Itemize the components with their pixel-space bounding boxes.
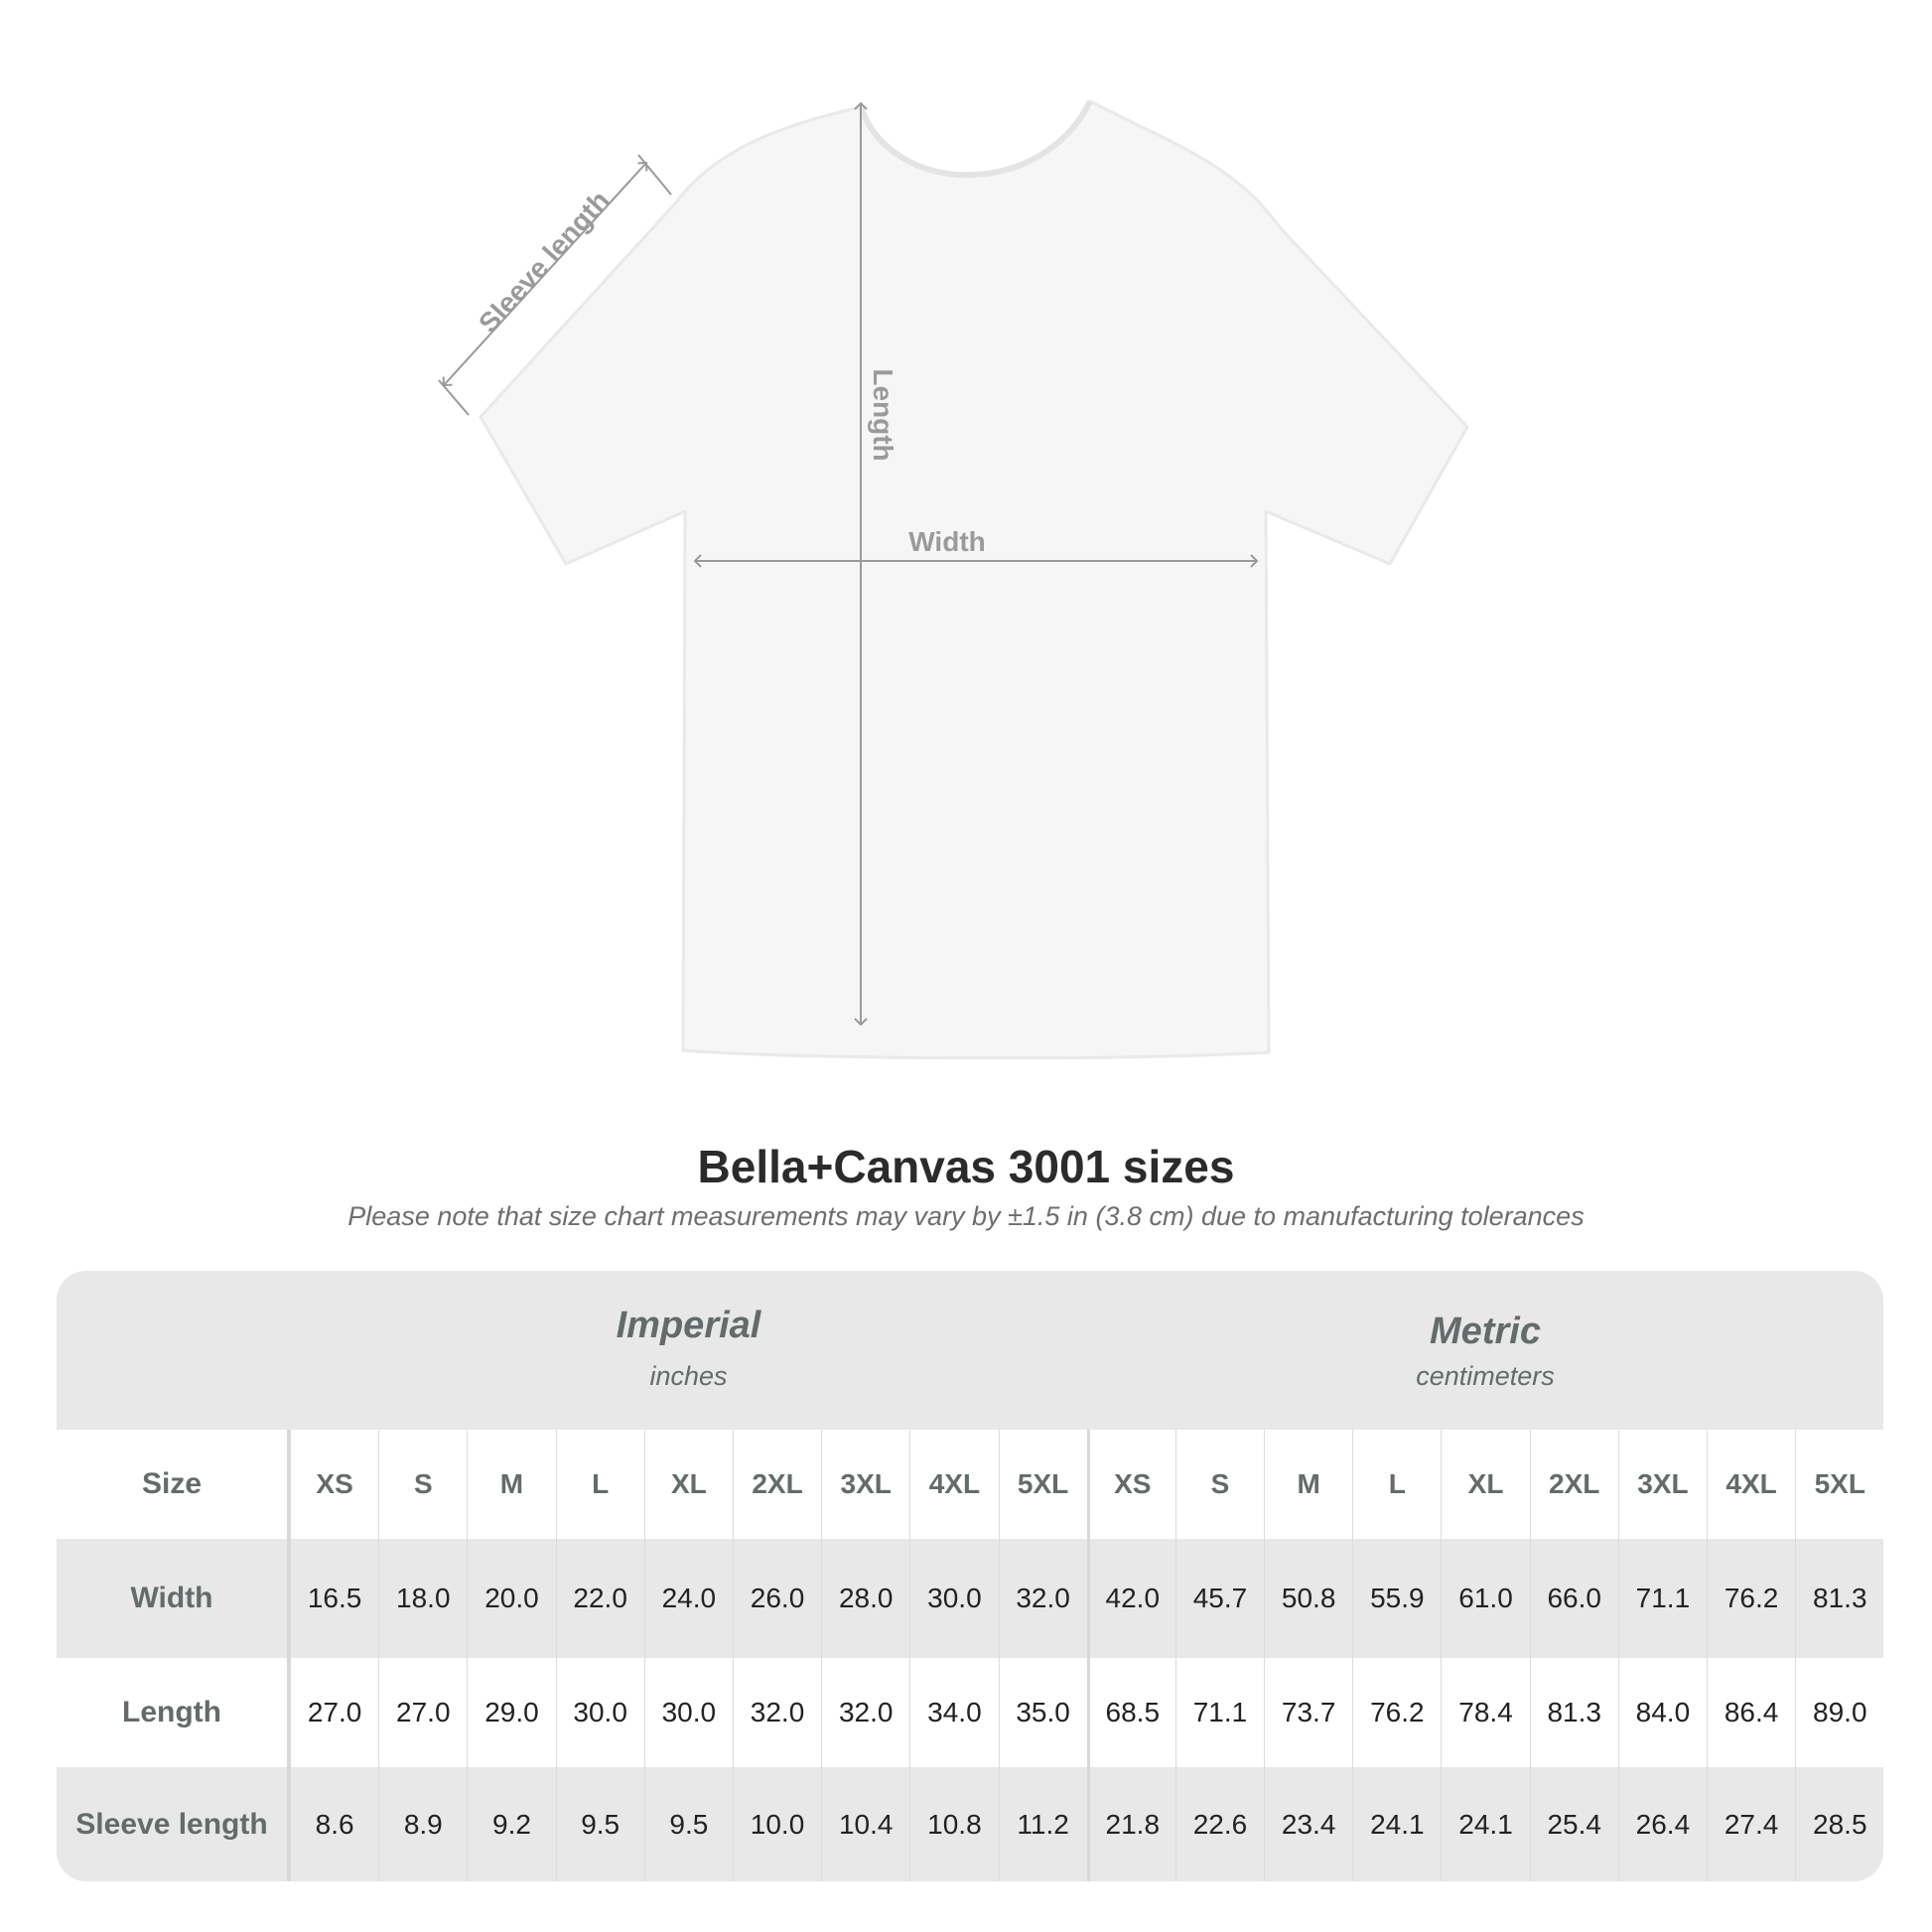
cell-metric: 50.8 bbox=[1264, 1539, 1352, 1658]
cell-metric: 71.1 bbox=[1617, 1539, 1707, 1658]
row-label: Length bbox=[57, 1658, 290, 1767]
cell-imperial: 8.6 bbox=[290, 1767, 378, 1881]
cell-imperial: 10.4 bbox=[821, 1767, 909, 1881]
cell-metric: 73.7 bbox=[1264, 1658, 1352, 1767]
size-header-metric: S bbox=[1174, 1430, 1264, 1539]
size-header-metric: 5XL bbox=[1795, 1430, 1883, 1539]
table-row: Sleeve length 8.6 8.9 9.2 9.5 9.5 10.0 10.4 10.8… bbox=[57, 1767, 1883, 1881]
cell-imperial: 35.0 bbox=[998, 1658, 1087, 1767]
size-header-metric: M bbox=[1264, 1430, 1352, 1539]
cell-imperial: 27.0 bbox=[290, 1658, 378, 1767]
cell-imperial: 9.5 bbox=[555, 1767, 644, 1881]
tshirt-diagram: Sleeve length Length Width bbox=[438, 98, 1469, 1060]
cell-metric: 25.4 bbox=[1529, 1767, 1618, 1881]
cell-imperial: 9.5 bbox=[643, 1767, 733, 1881]
cell-imperial: 26.0 bbox=[732, 1539, 821, 1658]
size-header-imperial: S bbox=[378, 1430, 467, 1539]
cell-imperial: 28.0 bbox=[821, 1539, 909, 1658]
cell-imperial: 9.2 bbox=[467, 1767, 555, 1881]
size-header-imperial: XS bbox=[290, 1430, 378, 1539]
cell-metric: 22.6 bbox=[1174, 1767, 1264, 1881]
cell-metric: 24.1 bbox=[1352, 1767, 1441, 1881]
cell-metric: 68.5 bbox=[1086, 1658, 1175, 1767]
cell-metric: 28.5 bbox=[1795, 1767, 1883, 1881]
tshirt-image bbox=[479, 98, 1469, 1060]
length-label: Length bbox=[868, 368, 898, 461]
cell-metric: 45.7 bbox=[1174, 1539, 1264, 1658]
size-header-metric: L bbox=[1352, 1430, 1441, 1539]
cell-imperial: 10.8 bbox=[909, 1767, 998, 1881]
cell-imperial: 16.5 bbox=[290, 1539, 378, 1658]
tolerance-note: Please note that size chart measurements… bbox=[347, 1201, 1585, 1231]
cell-metric: 89.0 bbox=[1795, 1658, 1883, 1767]
size-header-imperial: 3XL bbox=[821, 1430, 909, 1539]
size-header-imperial: XL bbox=[643, 1430, 733, 1539]
cell-metric: 21.8 bbox=[1086, 1767, 1175, 1881]
table-header-band: Imperial inches Metric centimeters bbox=[57, 1271, 1883, 1430]
cell-metric: 24.1 bbox=[1441, 1767, 1529, 1881]
cell-metric: 86.4 bbox=[1707, 1658, 1795, 1767]
row-label: Size bbox=[57, 1430, 290, 1539]
cell-metric: 61.0 bbox=[1441, 1539, 1529, 1658]
cell-imperial: 32.0 bbox=[732, 1658, 821, 1767]
size-table: Imperial inches Metric centimeters Size X… bbox=[57, 1271, 1883, 1881]
cell-metric: 84.0 bbox=[1617, 1658, 1707, 1767]
cell-metric: 78.4 bbox=[1441, 1658, 1529, 1767]
cell-imperial: 20.0 bbox=[467, 1539, 555, 1658]
size-header-imperial: 4XL bbox=[909, 1430, 998, 1539]
cell-metric: 76.2 bbox=[1707, 1539, 1795, 1658]
cell-imperial: 32.0 bbox=[821, 1658, 909, 1767]
cell-imperial: 30.0 bbox=[555, 1658, 644, 1767]
size-header-imperial: L bbox=[555, 1430, 644, 1539]
cell-imperial: 22.0 bbox=[555, 1539, 644, 1658]
size-header-metric: 4XL bbox=[1707, 1430, 1795, 1539]
cell-metric: 71.1 bbox=[1174, 1658, 1264, 1767]
cell-imperial: 30.0 bbox=[643, 1658, 733, 1767]
cell-metric: 66.0 bbox=[1529, 1539, 1618, 1658]
width-label: Width bbox=[908, 526, 986, 557]
size-header-imperial: M bbox=[467, 1430, 555, 1539]
size-header-metric: 2XL bbox=[1529, 1430, 1618, 1539]
size-header-metric: 3XL bbox=[1617, 1430, 1707, 1539]
size-header-imperial: 5XL bbox=[998, 1430, 1087, 1539]
table-row: Length 27.0 27.0 29.0 30.0 30.0 32.0 32.0 34.0 35… bbox=[57, 1658, 1883, 1767]
cell-metric: 81.3 bbox=[1529, 1658, 1618, 1767]
cell-imperial: 30.0 bbox=[909, 1539, 998, 1658]
sleeve-arrow bbox=[442, 161, 648, 387]
cell-metric: 26.4 bbox=[1617, 1767, 1707, 1881]
cell-imperial: 34.0 bbox=[909, 1658, 998, 1767]
row-label: Sleeve length bbox=[57, 1767, 290, 1881]
cell-metric: 23.4 bbox=[1264, 1767, 1352, 1881]
size-header-metric: XS bbox=[1086, 1430, 1175, 1539]
imperial-header: Imperial inches bbox=[616, 1305, 761, 1391]
cell-imperial: 29.0 bbox=[467, 1658, 555, 1767]
cell-imperial: 18.0 bbox=[378, 1539, 467, 1658]
cell-metric: 81.3 bbox=[1795, 1539, 1883, 1658]
row-label: Width bbox=[57, 1539, 290, 1658]
page-title: Bella+Canvas 3001 sizes bbox=[697, 1141, 1235, 1192]
size-header-row: Size XS S M L XL 2XL 3XL 4XL 5XL XS S M L XL 2XL 3XL 4XL 5… bbox=[57, 1430, 1883, 1539]
cell-metric: 55.9 bbox=[1352, 1539, 1441, 1658]
size-header-imperial: 2XL bbox=[732, 1430, 821, 1539]
cell-metric: 27.4 bbox=[1707, 1767, 1795, 1881]
cell-metric: 42.0 bbox=[1086, 1539, 1175, 1658]
cell-imperial: 32.0 bbox=[998, 1539, 1087, 1658]
size-header-metric: XL bbox=[1441, 1430, 1529, 1539]
cell-imperial: 24.0 bbox=[643, 1539, 733, 1658]
cell-imperial: 27.0 bbox=[378, 1658, 467, 1767]
cell-imperial: 8.9 bbox=[378, 1767, 467, 1881]
cell-imperial: 10.0 bbox=[732, 1767, 821, 1881]
table-row: Width 16.5 18.0 20.0 22.0 24.0 26.0 28.0 30.0 32.… bbox=[57, 1539, 1883, 1658]
cell-imperial: 11.2 bbox=[998, 1767, 1087, 1881]
cell-metric: 76.2 bbox=[1352, 1658, 1441, 1767]
metric-header: Metric centimeters bbox=[1416, 1311, 1555, 1391]
